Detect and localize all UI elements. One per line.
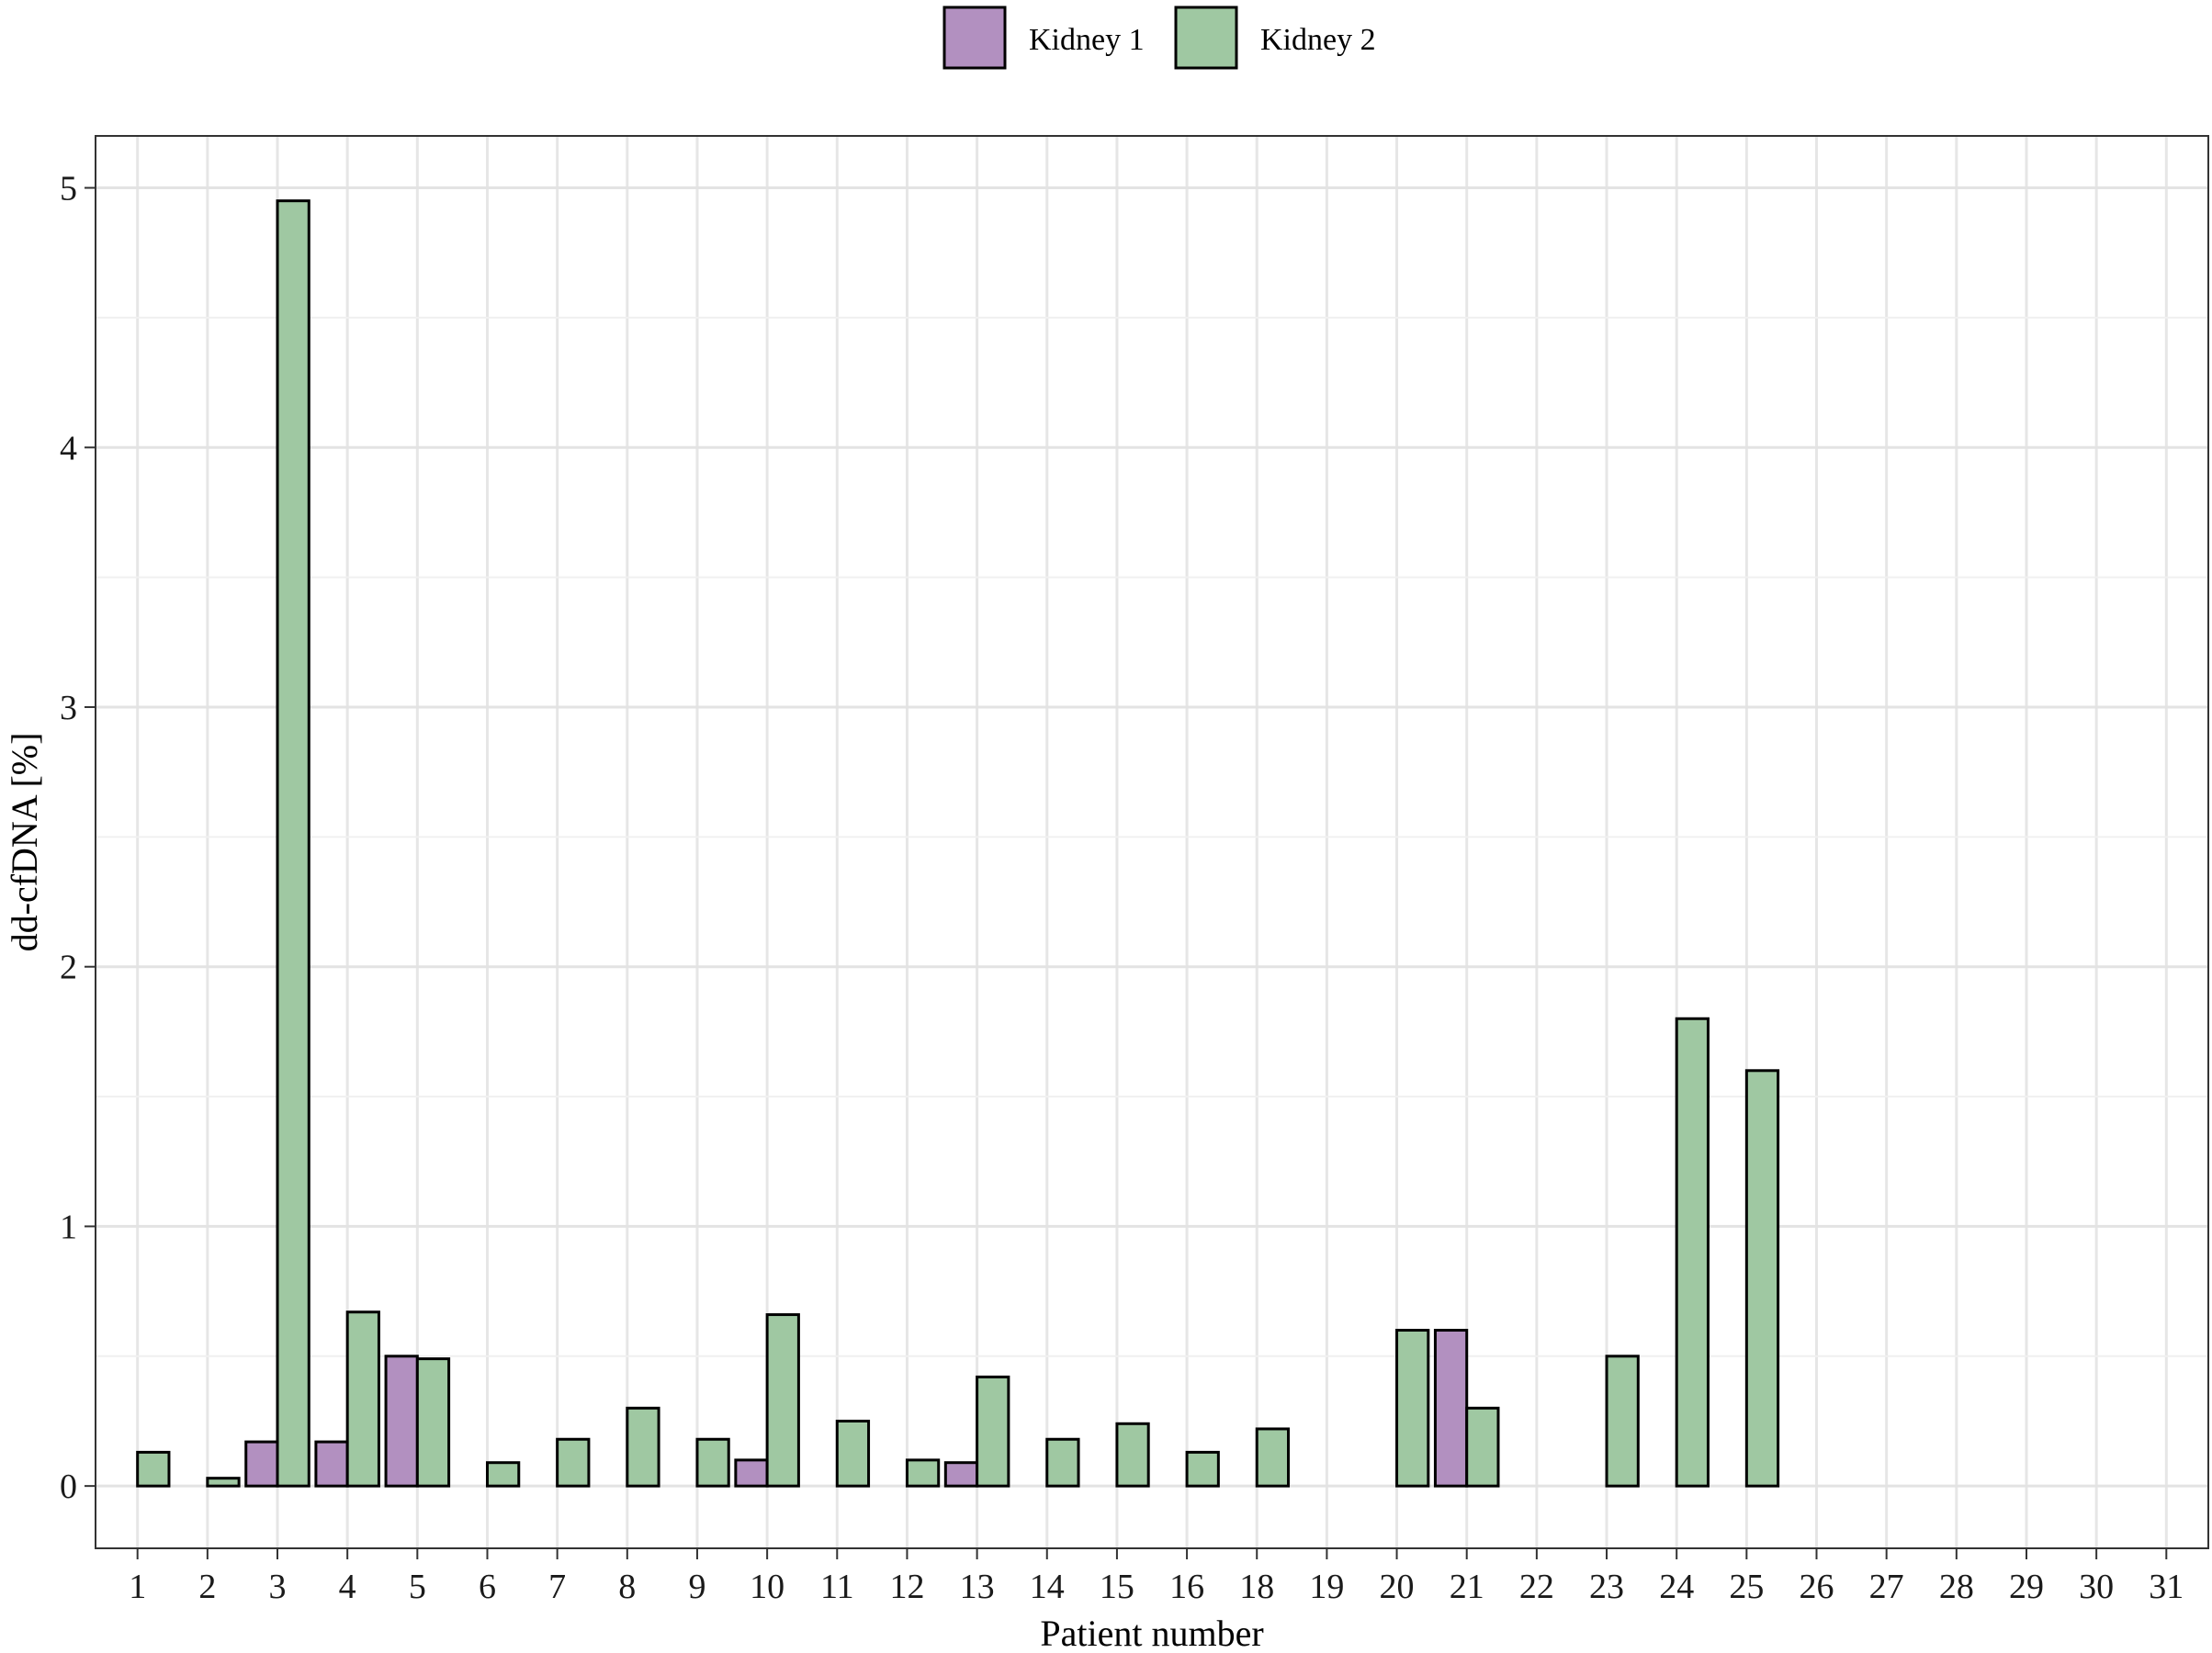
x-tick-label: 5: [409, 1568, 426, 1606]
legend-swatch-2: [1174, 6, 1238, 70]
x-tick-label: 18: [1239, 1568, 1274, 1606]
x-tick-label: 20: [1380, 1568, 1415, 1606]
plot-area: [96, 136, 2208, 1548]
x-tick-label: 1: [129, 1568, 146, 1606]
x-axis-title: Patient number: [1040, 1613, 1263, 1653]
x-tick-label: 12: [889, 1568, 924, 1606]
x-tick-label: 3: [269, 1568, 287, 1606]
x-tick-label: 19: [1309, 1568, 1344, 1606]
bar-kidney-2: [415, 1357, 451, 1488]
y-tick-label: 3: [60, 689, 77, 727]
bar-kidney-2: [1675, 1017, 1710, 1488]
y-tick-label: 5: [60, 170, 77, 208]
x-tick-label: 4: [339, 1568, 356, 1606]
y-tick-label: 4: [60, 429, 77, 467]
bar-kidney-2: [695, 1437, 730, 1488]
x-tick-label: 31: [2149, 1568, 2184, 1606]
bar-kidney-2: [206, 1477, 241, 1488]
x-tick-label: 2: [198, 1568, 216, 1606]
x-tick-label: 9: [688, 1568, 705, 1606]
x-tick-label: 21: [1450, 1568, 1484, 1606]
bar-kidney-2: [976, 1375, 1010, 1488]
x-tick-label: 23: [1589, 1568, 1624, 1606]
bar-kidney-2: [1115, 1422, 1150, 1488]
y-tick-label: 0: [60, 1467, 77, 1506]
bar-kidney-2: [765, 1313, 800, 1488]
bar-kidney-2: [276, 199, 310, 1488]
y-axis: 0 1 2 3 4 5: [60, 170, 96, 1506]
bar-kidney-2: [136, 1450, 171, 1488]
x-tick-label: 10: [750, 1568, 784, 1606]
bar-kidney-2: [1395, 1329, 1430, 1488]
x-tick-label: 11: [820, 1568, 854, 1606]
legend-label-1: Kidney 1: [1029, 23, 1145, 57]
x-tick-label: 28: [1939, 1568, 1974, 1606]
x-tick-label: 26: [1800, 1568, 1834, 1606]
x-tick-label: 8: [618, 1568, 636, 1606]
x-tick-label: 22: [1519, 1568, 1554, 1606]
y-tick-label: 1: [60, 1208, 77, 1246]
bar-kidney-2: [1255, 1427, 1291, 1488]
bar-kidney-2: [905, 1458, 941, 1488]
bar-kidney-2: [1465, 1406, 1500, 1488]
x-tick-label: 16: [1169, 1568, 1204, 1606]
bar-kidney-2: [556, 1437, 591, 1488]
bar-kidney-2: [626, 1406, 660, 1488]
bar-kidney-1: [1433, 1329, 1469, 1488]
x-tick-label: 15: [1100, 1568, 1134, 1606]
legend-label-2: Kidney 2: [1260, 23, 1376, 57]
bar-kidney-1: [734, 1458, 769, 1488]
bar-kidney-2: [835, 1419, 871, 1488]
bar-kidney-2: [345, 1310, 380, 1488]
x-tick-label: 7: [548, 1568, 566, 1606]
x-tick-label: 30: [2079, 1568, 2114, 1606]
bars: [136, 199, 1780, 1488]
bar-kidney-2: [1045, 1437, 1080, 1488]
x-tick-label: 29: [2009, 1568, 2044, 1606]
x-tick-label: 24: [1659, 1568, 1694, 1606]
bar-kidney-1: [314, 1440, 349, 1488]
x-tick-label: 6: [479, 1568, 496, 1606]
x-tick-label: 14: [1030, 1568, 1065, 1606]
x-axis: 1 2 3 4 5 6 7 8 9 10 11 12 13 14 15 16 18 19 20 21 22 23 24 25 2…: [129, 1548, 2184, 1606]
y-tick-label: 2: [60, 949, 77, 987]
legend-swatch-1: [942, 6, 1007, 70]
bar-kidney-2: [1605, 1355, 1640, 1488]
bar-kidney-1: [943, 1461, 979, 1488]
x-tick-label: 27: [1869, 1568, 1904, 1606]
bar-kidney-1: [244, 1440, 279, 1488]
bar-kidney-2: [1744, 1069, 1780, 1488]
x-tick-label: 25: [1729, 1568, 1764, 1606]
y-axis-title: dd-cfDNA [%]: [4, 733, 45, 952]
plot-border: [95, 135, 2209, 1549]
legend: Kidney 1 Kidney 2: [942, 6, 1376, 70]
bar-kidney-1: [384, 1355, 419, 1488]
x-tick-label: 13: [960, 1568, 995, 1606]
bar-kidney-2: [1185, 1450, 1220, 1488]
bar-kidney-2: [485, 1461, 521, 1488]
